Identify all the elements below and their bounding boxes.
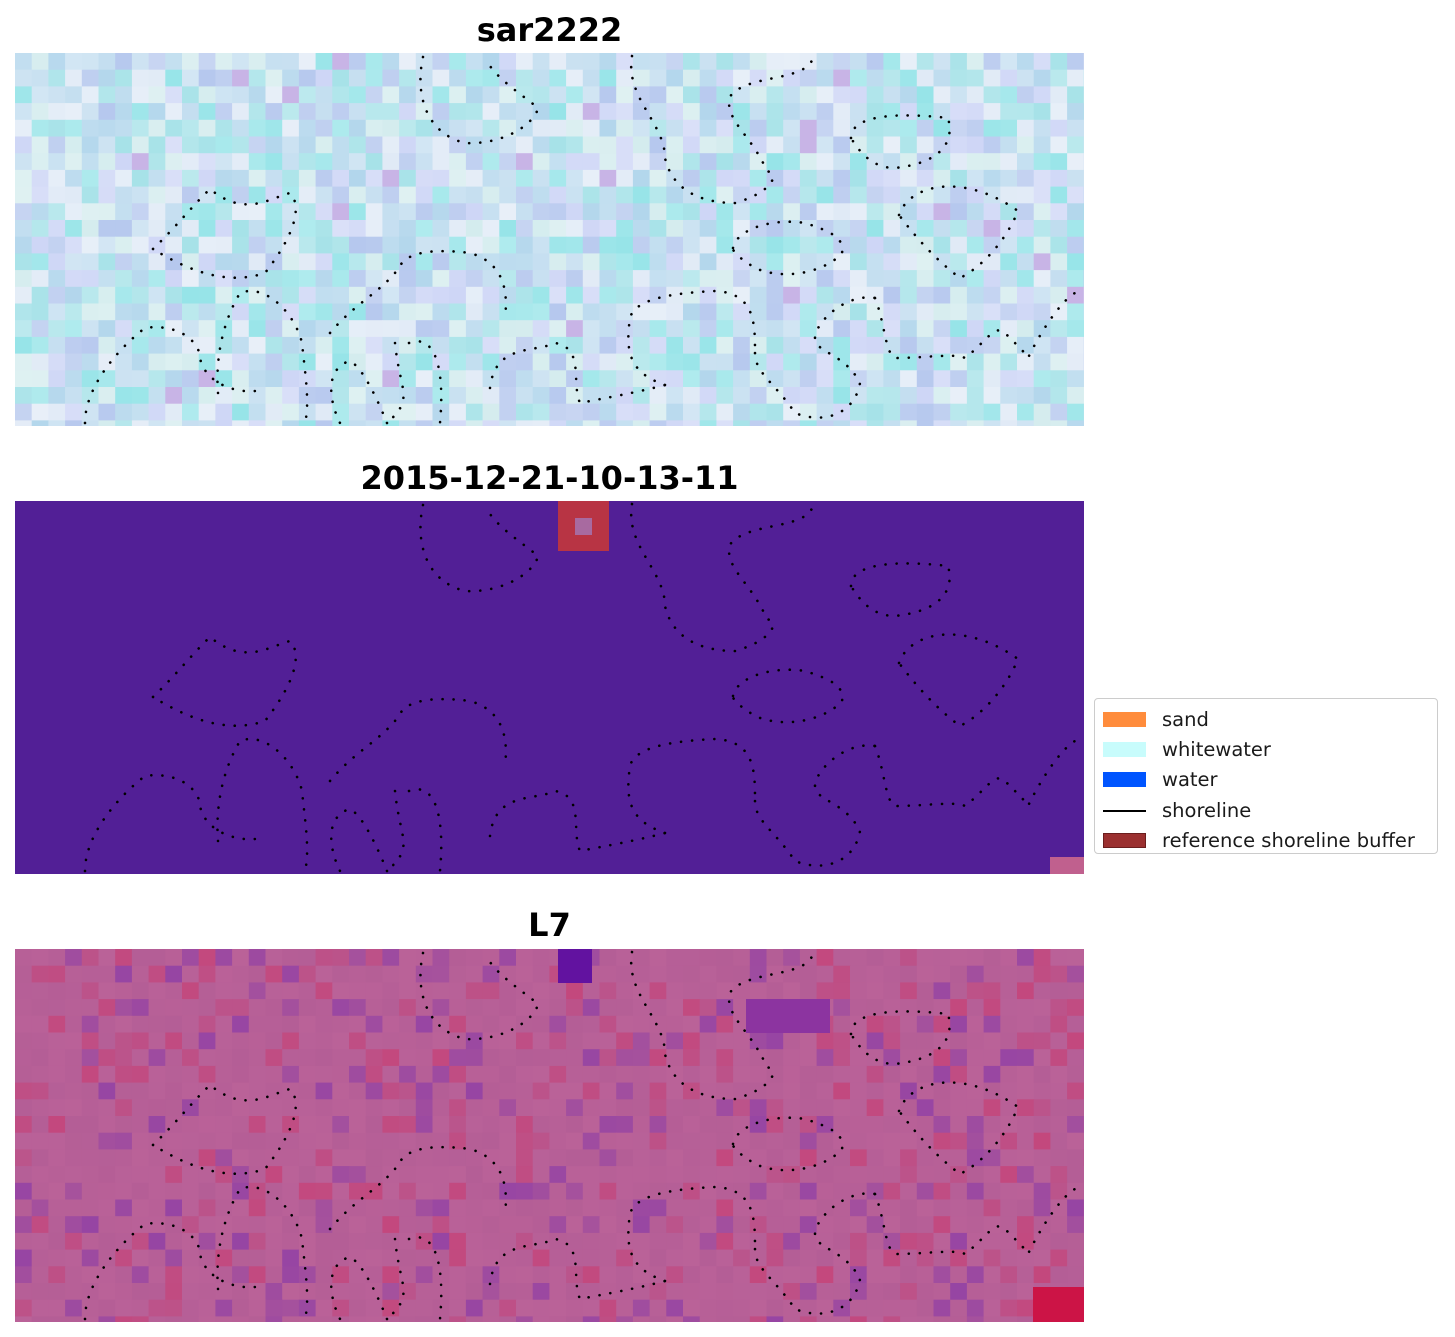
sar-image-panel: [15, 53, 1084, 426]
shoreline-contours: [83, 502, 1077, 873]
shoreline-segment-14: [627, 1185, 757, 1283]
shoreline-segment-13: [488, 789, 667, 853]
l7-dark-patch-right: [746, 999, 830, 1033]
shoreline-segment-8: [216, 737, 309, 873]
l7-pixel-grid: [15, 949, 1084, 1322]
shoreline-segment-2: [629, 950, 815, 1101]
shoreline-segment-9: [328, 249, 508, 335]
sar-pixel-grid: [15, 53, 1084, 426]
legend-item-water: water: [1103, 765, 1429, 795]
shoreline-segment-13: [488, 1237, 667, 1301]
shoreline-segment-15: [753, 296, 877, 419]
shoreline-segment-5: [731, 220, 844, 276]
panel-title-sar: sar2222: [476, 11, 623, 49]
panel-title-l7: L7: [528, 906, 571, 944]
shoreline-segment-11: [330, 360, 389, 425]
shoreline-segment-5: [731, 1116, 844, 1172]
shoreline-segment-8: [216, 1185, 309, 1321]
shoreline-segment-3: [849, 562, 951, 618]
buffer-patch-center: [575, 518, 592, 535]
sand-swatch: [1103, 712, 1146, 727]
shoreline-segment-5: [731, 668, 844, 724]
shoreline-contours: [83, 950, 1077, 1321]
legend-label-water: water: [1162, 768, 1218, 792]
legend-label-reference-shoreline-buffer: reference shoreline buffer: [1162, 828, 1415, 852]
shoreline-segment-15: [753, 744, 877, 867]
legend-label-sand: sand: [1162, 708, 1209, 731]
shoreline-segment-9: [328, 697, 508, 783]
shoreline-segment-8: [216, 289, 309, 425]
shoreline-segment-4: [897, 1081, 1020, 1176]
shoreline-segment-4: [897, 633, 1020, 728]
shoreline-segment-4: [897, 185, 1020, 280]
shoreline-line-sample: [1103, 809, 1146, 812]
legend-item-whitewater: whitewater: [1103, 735, 1429, 765]
shoreline-segment-14: [627, 289, 757, 387]
classification-background: [15, 501, 1084, 874]
shoreline-segment-16: [873, 1187, 1077, 1257]
shoreline-segment-2: [629, 54, 815, 205]
classification-image-panel: [15, 501, 1084, 874]
legend-item-shoreline: shoreline: [1103, 796, 1429, 826]
shoreline-segment-16: [873, 739, 1077, 809]
shoreline-segment-11: [330, 1256, 389, 1321]
legend-item-sand: sand: [1103, 705, 1429, 735]
legend-label-shoreline: shoreline: [1162, 798, 1252, 822]
shoreline-segment-3: [849, 1010, 951, 1066]
legend-item-reference-shoreline-buffer: reference shoreline buffer: [1103, 826, 1429, 856]
shoreline-segment-13: [488, 341, 667, 405]
shoreline-segment-16: [873, 291, 1077, 361]
water-swatch: [1103, 772, 1146, 788]
shoreline-segment-11: [330, 808, 389, 873]
shoreline-contours: [83, 54, 1077, 425]
l7-dark-patch-top: [558, 949, 592, 983]
l7-red-patch-corner: [1033, 1287, 1084, 1322]
whitewater-swatch: [1103, 742, 1146, 758]
legend-label-whitewater: whitewater: [1162, 738, 1271, 762]
shoreline-segment-3: [849, 114, 951, 170]
shoreline-segment-14: [627, 737, 757, 835]
panel-title-classification: 2015-12-21-10-13-11: [360, 459, 739, 497]
shoreline-segment-15: [753, 1192, 877, 1315]
buffer-swatch: [1103, 832, 1146, 848]
shoreline-segment-9: [328, 1145, 508, 1231]
l7-image-panel: [15, 949, 1084, 1322]
legend: sand whitewater water shoreline referenc…: [1094, 698, 1438, 854]
buffer-patch-corner: [1050, 857, 1084, 874]
shoreline-segment-2: [629, 502, 815, 653]
